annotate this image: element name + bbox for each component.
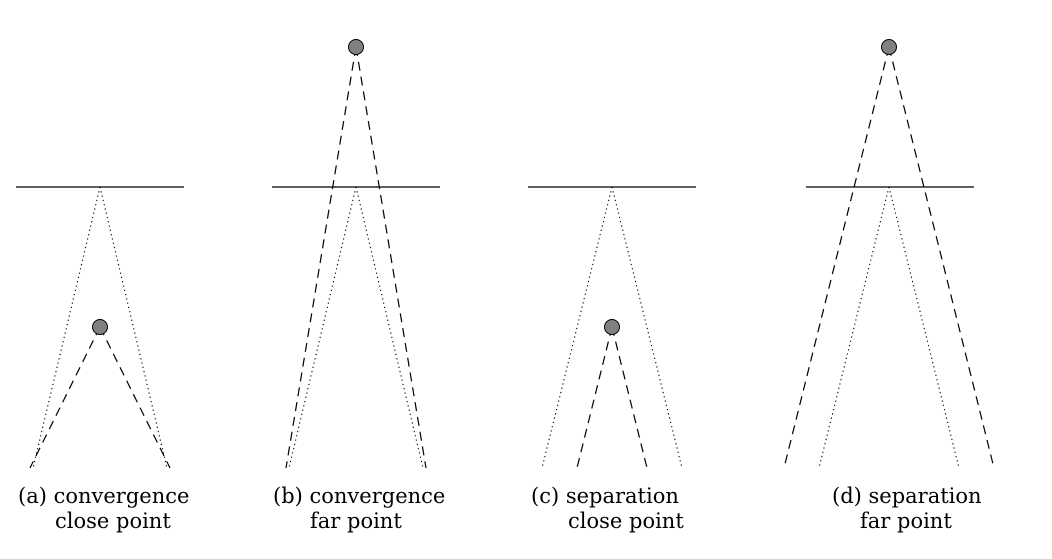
left-eye-screen-ray [32,186,101,469]
right-eye-screen-ray [888,186,960,469]
caption-d-line2: far point [860,509,952,533]
left-eye-point-ray [285,46,357,469]
left-eye-screen-ray [541,186,613,469]
right-eye-point-ray [888,46,995,469]
panel-b [272,39,440,469]
caption-b-line2: far point [310,509,402,533]
caption-d-line1: (d) separation [832,484,982,508]
left-eye-point-ray [29,326,101,469]
right-eye-point-ray [99,326,171,469]
right-eye-point-ray [611,326,648,469]
panel-a [16,186,184,469]
right-eye-point-ray [355,46,427,469]
caption-b: (b) convergence far point [273,484,513,534]
caption-c: (c) separation close point [531,484,771,534]
left-eye-screen-ray [288,186,357,469]
caption-d: (d) separation far point [832,484,1052,534]
panel-d [783,39,995,469]
left-eye-point-ray [576,326,613,469]
caption-a-line2: close point [55,509,171,533]
panel-c [528,186,696,469]
perceived-point [348,39,364,55]
right-eye-screen-ray [611,186,683,469]
caption-a: (a) convergence close point [18,484,258,534]
left-eye-point-ray [783,46,890,469]
caption-a-line1: (a) convergence [18,484,190,508]
perceived-point [881,39,897,55]
right-eye-screen-ray [355,186,424,469]
perceived-point [604,319,620,335]
left-eye-screen-ray [818,186,890,469]
perceived-point [92,319,108,335]
caption-c-line1: (c) separation [531,484,679,508]
right-eye-screen-ray [99,186,168,469]
caption-c-line2: close point [568,509,684,533]
caption-b-line1: (b) convergence [273,484,446,508]
